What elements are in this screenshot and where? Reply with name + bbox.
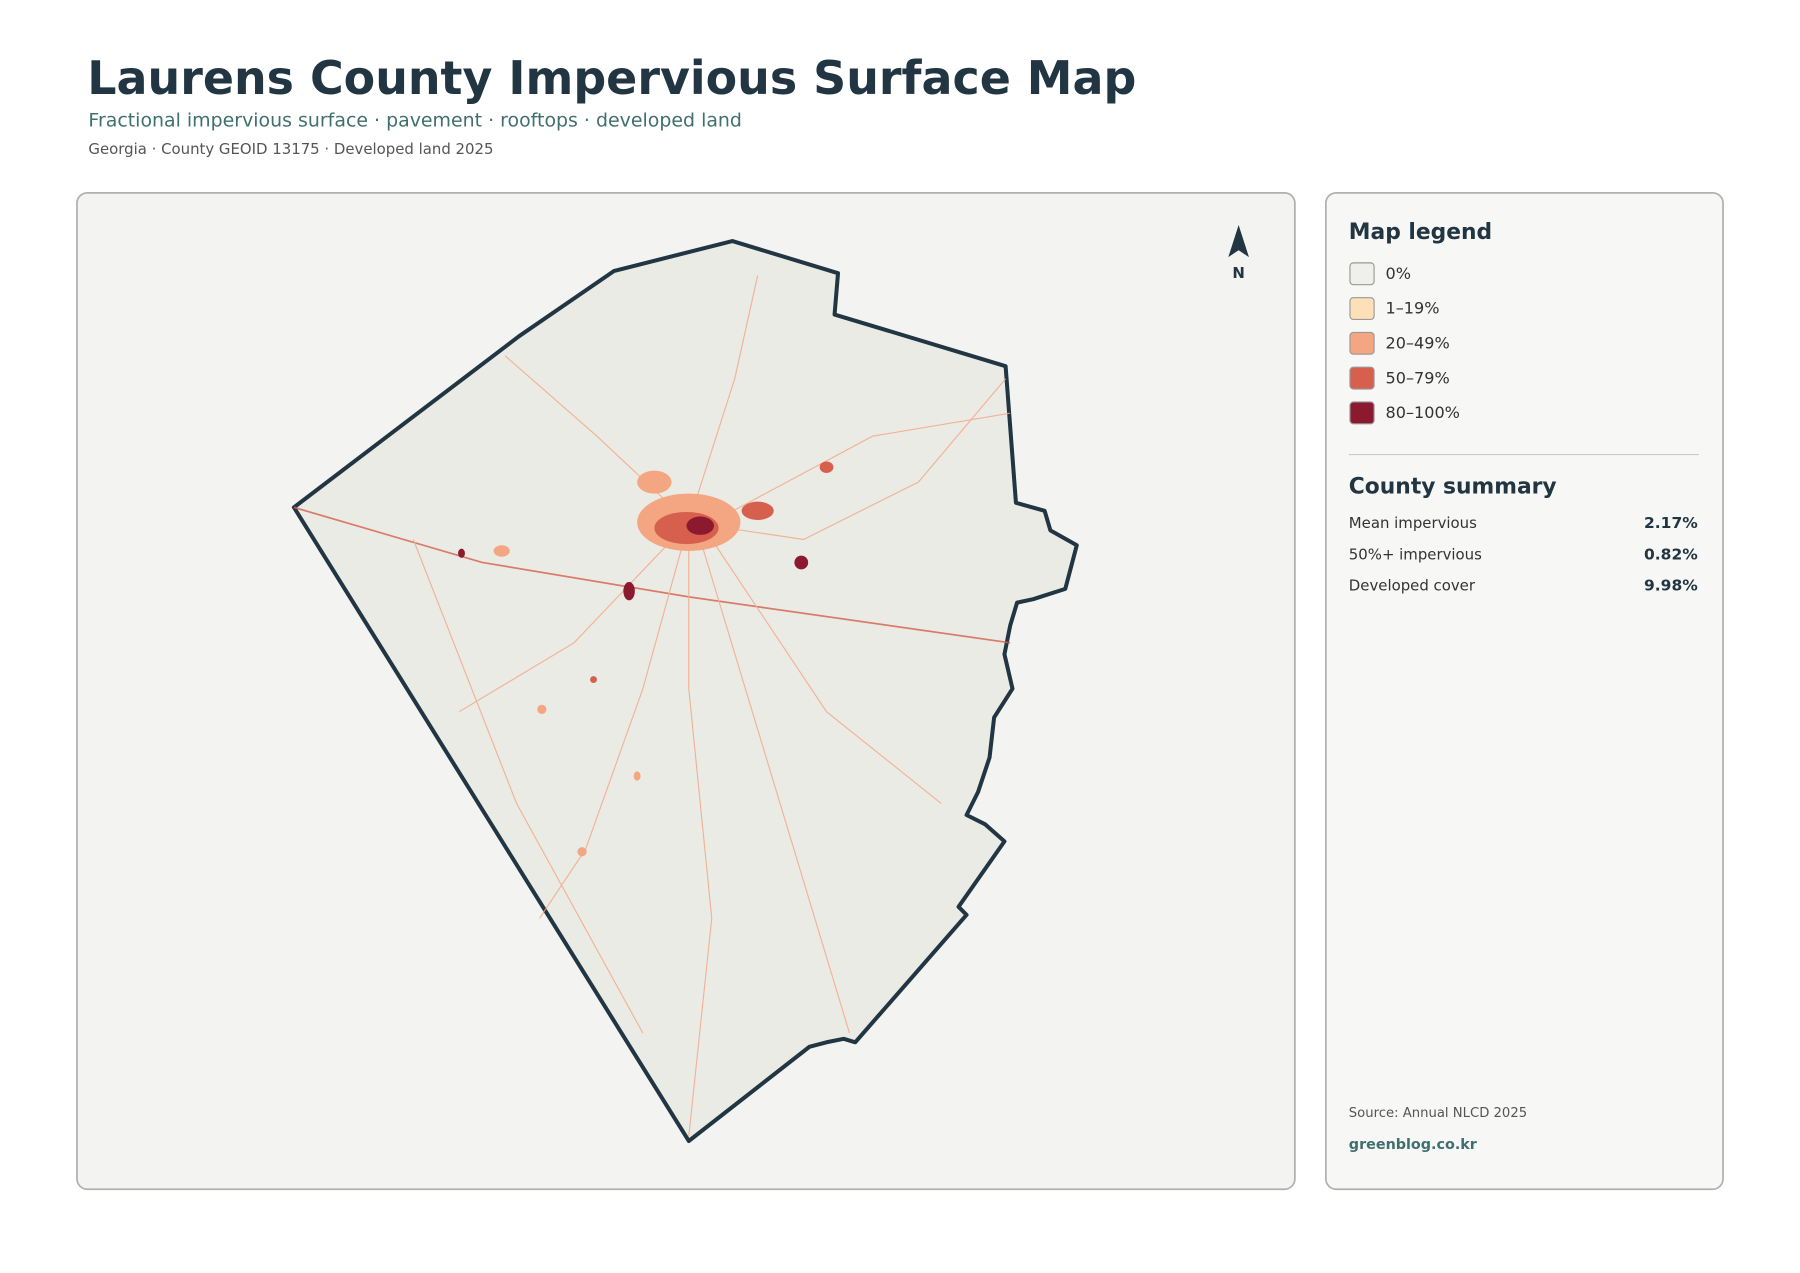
county-map: N — [291, 224, 1249, 1144]
side-panel — [1325, 191, 1724, 1191]
summary-label: 50%+ impervious — [1349, 545, 1482, 563]
legend: 0% 1–19% 20–49% 50–79% 80–100% — [1349, 262, 1460, 425]
source: Source: Annual NLCD 2025 — [1349, 1106, 1527, 1121]
legend-label: 1–19% — [1386, 299, 1440, 318]
summary-value: 2.17% — [1644, 514, 1698, 532]
legend-label: 20–49% — [1386, 333, 1450, 352]
legend-label: 0% — [1386, 264, 1411, 283]
legend-label: 50–79% — [1386, 368, 1450, 387]
summary-label: Mean impervious — [1349, 514, 1477, 532]
north-label: N — [1232, 264, 1244, 282]
summary-value: 9.98% — [1644, 577, 1698, 595]
county-boundary — [291, 239, 1079, 1144]
summary: Mean impervious 2.17% 50%+ impervious 0.82%… — [1349, 514, 1698, 595]
summary-value: 0.82% — [1644, 545, 1698, 563]
legend-swatch — [1349, 297, 1375, 321]
legend-swatch — [1349, 331, 1375, 355]
site: greenblog.co.kr — [1349, 1137, 1478, 1153]
legend-swatch — [1349, 262, 1375, 286]
legend-swatch — [1349, 366, 1375, 390]
summary-label: Developed cover — [1349, 577, 1476, 595]
summary-title: County summary — [1349, 475, 1557, 500]
title: Laurens County Impervious Surface Map — [87, 51, 1136, 105]
subtitle: Fractional impervious surface · pavement… — [88, 109, 742, 131]
meta: Georgia · County GEOID 13175 · Developed… — [88, 140, 493, 158]
legend-title: Map legend — [1349, 220, 1492, 245]
developed-areas — [458, 461, 834, 857]
roads — [293, 275, 1011, 1137]
legend-swatch — [1349, 401, 1375, 425]
north-arrow — [1228, 224, 1249, 258]
legend-label: 80–100% — [1386, 403, 1460, 422]
